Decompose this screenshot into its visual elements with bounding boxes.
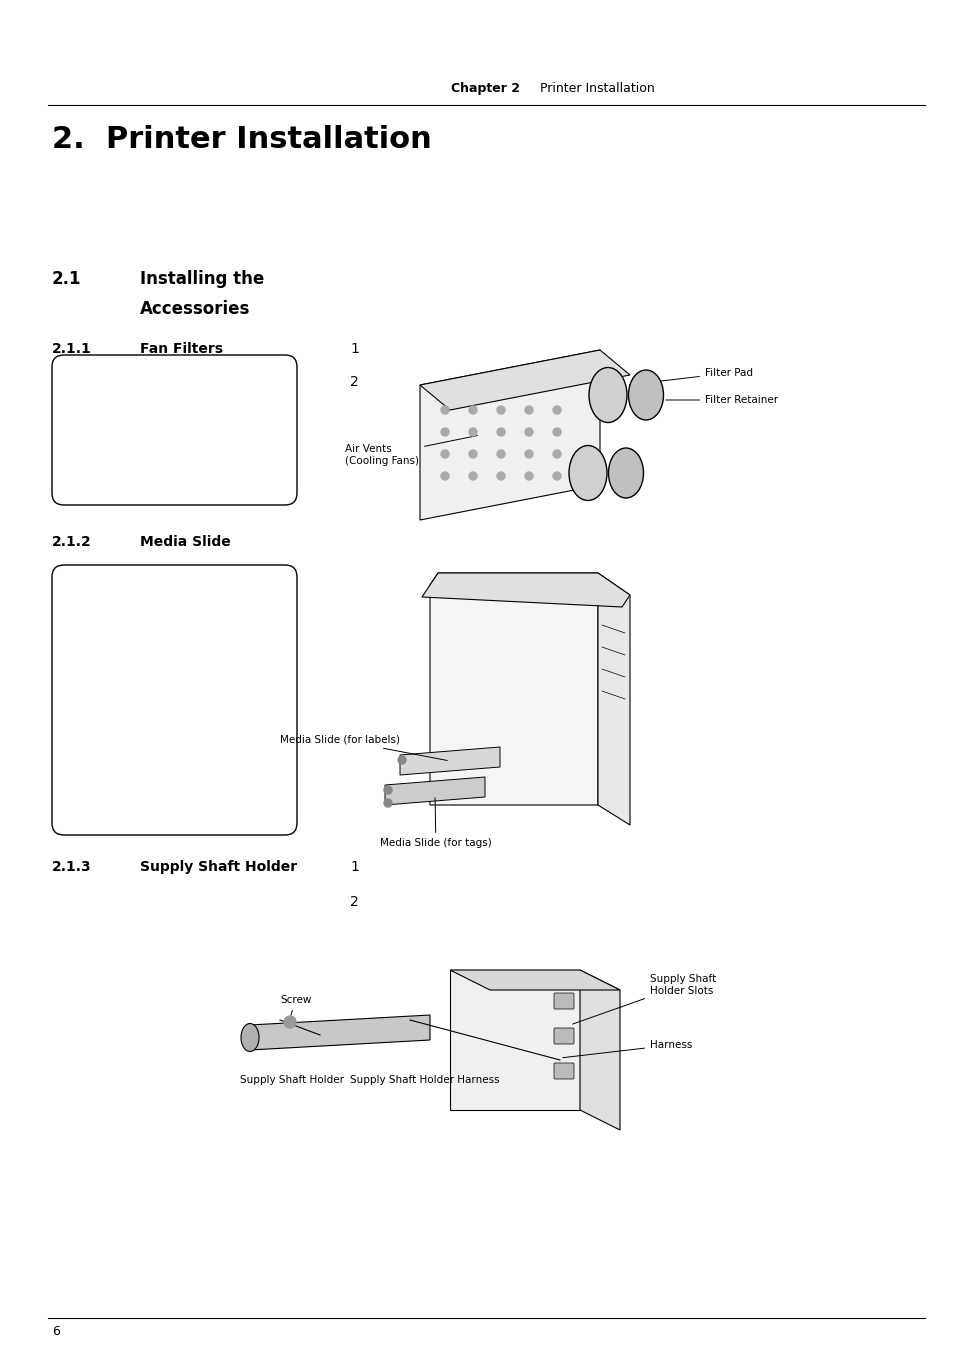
Text: 1: 1: [350, 342, 358, 357]
Text: Screw: Screw: [280, 994, 311, 1016]
Circle shape: [440, 407, 449, 413]
FancyBboxPatch shape: [52, 565, 296, 835]
Circle shape: [469, 428, 476, 436]
Circle shape: [397, 757, 406, 765]
Circle shape: [497, 428, 504, 436]
Circle shape: [384, 798, 392, 807]
FancyBboxPatch shape: [554, 1063, 574, 1079]
Text: Supply Shaft Holder Harness: Supply Shaft Holder Harness: [350, 1075, 499, 1085]
Text: 2.1.3: 2.1.3: [52, 861, 91, 874]
Circle shape: [497, 471, 504, 480]
Text: Media Slide (for tags): Media Slide (for tags): [379, 798, 491, 848]
Circle shape: [524, 471, 533, 480]
Circle shape: [524, 450, 533, 458]
Text: Filter Retainer: Filter Retainer: [665, 394, 778, 405]
Text: 2: 2: [350, 894, 358, 909]
Text: Air Vents
(Cooling Fans): Air Vents (Cooling Fans): [345, 435, 476, 466]
Text: Chapter 2: Chapter 2: [451, 82, 519, 95]
Text: Accessories: Accessories: [140, 300, 250, 317]
Circle shape: [553, 450, 560, 458]
Text: 2.1.2: 2.1.2: [52, 535, 91, 549]
Polygon shape: [419, 350, 629, 409]
Text: Fan Filters: Fan Filters: [140, 342, 223, 357]
Text: Installing the: Installing the: [140, 270, 264, 288]
Circle shape: [440, 450, 449, 458]
Polygon shape: [579, 970, 619, 1129]
Circle shape: [440, 471, 449, 480]
Text: Supply Shaft Holder: Supply Shaft Holder: [140, 861, 296, 874]
Ellipse shape: [568, 446, 606, 500]
Polygon shape: [598, 573, 629, 825]
Text: Harness: Harness: [562, 1040, 692, 1058]
Circle shape: [440, 428, 449, 436]
Circle shape: [553, 428, 560, 436]
Circle shape: [553, 407, 560, 413]
Text: 1: 1: [350, 861, 358, 874]
Text: Supply Shaft Holder: Supply Shaft Holder: [240, 1075, 344, 1085]
FancyBboxPatch shape: [554, 993, 574, 1009]
Text: 2.  Printer Installation: 2. Printer Installation: [52, 126, 432, 154]
Circle shape: [284, 1016, 295, 1028]
Circle shape: [497, 450, 504, 458]
Polygon shape: [385, 777, 484, 805]
Text: 2: 2: [350, 376, 358, 389]
Polygon shape: [450, 970, 579, 1111]
Polygon shape: [430, 573, 598, 805]
Circle shape: [524, 407, 533, 413]
Text: Media Slide: Media Slide: [140, 535, 231, 549]
Polygon shape: [450, 970, 619, 990]
Text: Media Slide (for labels): Media Slide (for labels): [280, 735, 447, 761]
Polygon shape: [419, 350, 599, 520]
Ellipse shape: [608, 449, 643, 499]
Text: 2.1: 2.1: [52, 270, 81, 288]
Text: Printer Installation: Printer Installation: [539, 82, 654, 95]
Ellipse shape: [241, 1024, 258, 1051]
Text: Supply Shaft
Holder Slots: Supply Shaft Holder Slots: [572, 974, 716, 1024]
Circle shape: [469, 407, 476, 413]
Polygon shape: [399, 747, 499, 775]
Circle shape: [469, 450, 476, 458]
Text: 6: 6: [52, 1325, 60, 1337]
Ellipse shape: [588, 367, 626, 423]
Circle shape: [553, 471, 560, 480]
Circle shape: [524, 428, 533, 436]
FancyBboxPatch shape: [554, 1028, 574, 1044]
Circle shape: [384, 786, 392, 794]
Polygon shape: [421, 573, 629, 607]
Text: Filter Pad: Filter Pad: [629, 367, 752, 385]
Ellipse shape: [628, 370, 662, 420]
FancyBboxPatch shape: [52, 355, 296, 505]
Circle shape: [469, 471, 476, 480]
Text: 2.1.1: 2.1.1: [52, 342, 91, 357]
Circle shape: [497, 407, 504, 413]
Polygon shape: [250, 1015, 430, 1050]
